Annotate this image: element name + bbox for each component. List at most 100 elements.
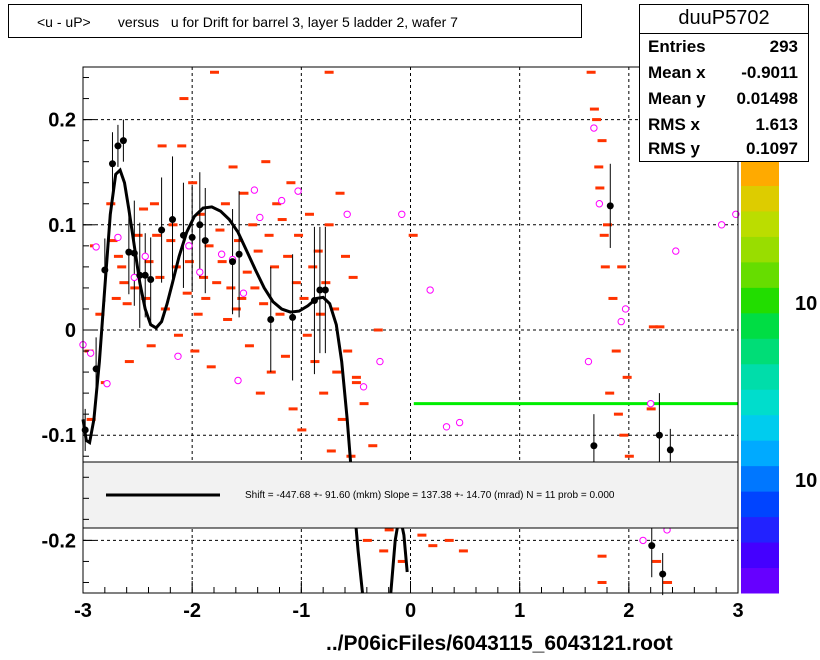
histogram-cell bbox=[319, 391, 329, 395]
histogram-cell bbox=[332, 370, 342, 374]
histogram-cell bbox=[177, 144, 187, 148]
stat-value: -0.9011 bbox=[741, 63, 798, 82]
histogram-cell bbox=[119, 281, 129, 285]
x-tick-label: -3 bbox=[74, 600, 92, 622]
histogram-cell bbox=[313, 249, 323, 253]
histogram-cell bbox=[648, 325, 658, 329]
histogram-cell bbox=[341, 254, 350, 258]
histogram-cell bbox=[652, 559, 662, 563]
histogram-cell bbox=[324, 70, 334, 74]
profile-point bbox=[229, 258, 237, 266]
y-tick-label: 0 bbox=[65, 320, 76, 342]
histogram-cell bbox=[288, 407, 298, 411]
histogram-cell bbox=[283, 254, 293, 258]
colorbar-step bbox=[741, 465, 779, 492]
histogram-cell bbox=[655, 325, 665, 329]
histogram-cell bbox=[597, 580, 607, 584]
histogram-cell bbox=[149, 202, 159, 206]
stat-label: Mean x bbox=[648, 63, 706, 82]
histogram-cell bbox=[144, 260, 154, 264]
stat-value: 1.613 bbox=[755, 115, 798, 134]
profile-point bbox=[179, 231, 187, 239]
profile-point bbox=[169, 216, 177, 224]
x-tick-label: 0 bbox=[405, 600, 416, 622]
histogram-cell bbox=[270, 265, 280, 269]
open-markers bbox=[79, 110, 740, 545]
plot-title-box: <u - uP> versus u for Drift for barrel 3… bbox=[8, 4, 582, 38]
colorbar-step bbox=[741, 338, 779, 365]
histogram-cell bbox=[379, 549, 389, 553]
colorbar-label-upper: 10 bbox=[795, 293, 817, 315]
histogram-cell bbox=[139, 207, 149, 211]
colorbar-step bbox=[741, 261, 779, 288]
profile-point bbox=[188, 233, 196, 241]
histogram-cell bbox=[299, 296, 309, 300]
histogram-cell bbox=[337, 417, 347, 421]
histogram-cell bbox=[324, 223, 334, 227]
histogram-cell bbox=[152, 233, 162, 237]
x-tick-label: 2 bbox=[623, 600, 634, 622]
histogram-cell bbox=[173, 333, 183, 337]
colorbar-step bbox=[741, 414, 779, 441]
colorbar-step bbox=[741, 567, 779, 594]
open-marker bbox=[196, 268, 204, 276]
histogram-cell bbox=[259, 302, 269, 306]
profile-point bbox=[114, 142, 122, 150]
histogram-cell bbox=[592, 118, 602, 122]
profile-point bbox=[201, 237, 209, 245]
profile-point bbox=[590, 442, 598, 450]
histogram-cell bbox=[188, 181, 198, 185]
histogram-cell bbox=[597, 554, 607, 558]
histogram-cell bbox=[86, 417, 96, 421]
histogram-cell bbox=[302, 333, 312, 337]
profile-point bbox=[321, 286, 329, 294]
histogram-cell bbox=[234, 239, 244, 243]
profile-point bbox=[648, 542, 656, 550]
histogram-cell bbox=[595, 186, 605, 190]
stat-row-rms-y: RMS y 0.1097 bbox=[648, 139, 798, 163]
histogram-cell bbox=[237, 296, 247, 300]
histogram-cell bbox=[286, 181, 296, 185]
colorbar-step bbox=[741, 363, 779, 390]
open-marker bbox=[398, 210, 406, 218]
stat-value: 0.1097 bbox=[746, 139, 798, 158]
histogram-cell bbox=[184, 260, 194, 264]
histogram-cell bbox=[646, 407, 656, 411]
histogram-cell bbox=[663, 580, 673, 584]
colorbar-step bbox=[741, 210, 779, 237]
histogram-cell bbox=[362, 538, 372, 542]
profile-point bbox=[147, 276, 155, 284]
open-marker bbox=[343, 210, 351, 218]
histogram-cell bbox=[275, 312, 285, 316]
open-marker bbox=[234, 376, 242, 385]
histogram-cell bbox=[458, 549, 468, 553]
histogram-cell bbox=[212, 281, 222, 285]
colorbar bbox=[741, 160, 779, 594]
histogram-cell bbox=[335, 191, 345, 195]
profile-point bbox=[666, 446, 674, 454]
profile-point bbox=[289, 313, 297, 321]
histogram-cell bbox=[204, 244, 214, 248]
y-tick-label: -0.2 bbox=[42, 530, 76, 552]
profile-point bbox=[606, 202, 614, 210]
histogram-cell bbox=[210, 70, 219, 74]
profile-point bbox=[125, 248, 133, 256]
histogram-cell bbox=[190, 349, 200, 353]
histogram-cell bbox=[603, 223, 612, 227]
open-marker bbox=[256, 213, 264, 222]
histogram-cell bbox=[255, 391, 265, 395]
x-tick-label: 3 bbox=[732, 600, 743, 622]
histogram-cell bbox=[277, 218, 287, 222]
histogram-cell bbox=[348, 275, 358, 279]
stats-box: duuP5702 Entries 293 Mean x -0.9011 Mean… bbox=[639, 4, 809, 162]
colorbar-step bbox=[741, 491, 779, 518]
histogram-cell bbox=[408, 233, 418, 237]
profile-point bbox=[310, 297, 318, 305]
profile-point bbox=[92, 365, 100, 373]
profile-point bbox=[659, 570, 667, 578]
histogram-cell bbox=[231, 307, 241, 311]
histogram-cell bbox=[244, 344, 254, 348]
histogram-cell bbox=[605, 391, 615, 395]
histogram-cell bbox=[253, 249, 263, 253]
histogram-cell bbox=[146, 344, 156, 348]
